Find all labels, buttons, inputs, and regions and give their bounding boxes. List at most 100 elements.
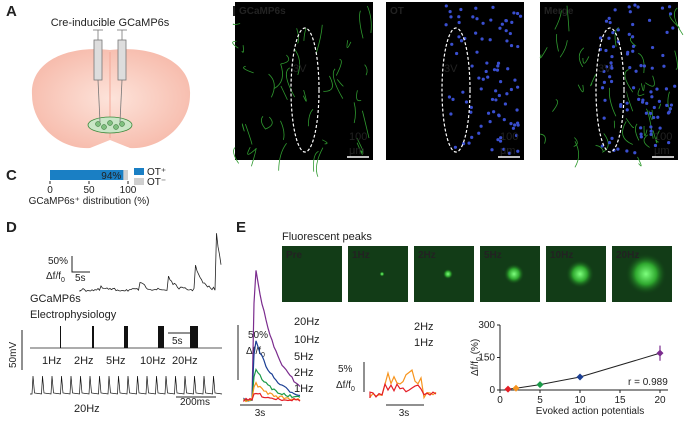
cell [502, 117, 506, 122]
cell [671, 26, 675, 30]
cell [665, 30, 669, 34]
panel-label: A [6, 3, 17, 20]
fiber [625, 118, 634, 128]
cell [661, 53, 665, 58]
fiber [539, 47, 548, 59]
cell [490, 97, 495, 102]
fiber [268, 73, 275, 98]
scale-value: 100 [500, 131, 518, 143]
cell [469, 105, 473, 110]
legend-swatch [134, 168, 144, 175]
cell [657, 99, 661, 103]
cell [448, 10, 452, 14]
cell [516, 85, 520, 89]
cell [516, 121, 520, 125]
tick-label: 20 [654, 395, 666, 406]
cell [662, 64, 666, 68]
cell [496, 138, 500, 142]
cell [608, 75, 612, 79]
cell [488, 120, 492, 124]
cell [631, 49, 635, 53]
cell [486, 75, 490, 79]
tick-label: 0 [489, 385, 495, 396]
cell [637, 97, 641, 101]
cell [633, 151, 637, 155]
cell [647, 18, 652, 22]
cell [491, 5, 495, 9]
trace-label: 2Hz [414, 321, 434, 333]
cell [639, 135, 643, 139]
cell [514, 133, 519, 138]
trace-label: GCaMP6s [30, 293, 81, 305]
image-label: OT [390, 6, 404, 17]
cell [492, 68, 497, 72]
fiber [260, 115, 266, 130]
trace-label: 20Hz [294, 316, 320, 328]
cell [447, 95, 452, 99]
cell [457, 35, 461, 39]
cell [645, 101, 649, 105]
panel-title: Cre-inducible GCaMP6s [51, 17, 170, 29]
cell [610, 54, 614, 59]
cell [484, 69, 488, 74]
fiber [241, 45, 244, 53]
cell [609, 61, 613, 65]
fiber [336, 79, 344, 87]
fiber [293, 48, 301, 76]
cell [602, 69, 606, 74]
cell [486, 111, 491, 115]
scale-label: Δf/f0 [246, 346, 265, 359]
fiber [540, 133, 546, 144]
fiber [241, 123, 245, 132]
axis-label: Δf/f0 (%) [470, 339, 483, 376]
cell [616, 147, 620, 151]
cell [658, 126, 662, 130]
cell [502, 147, 506, 151]
fiber [602, 133, 609, 153]
scale-label: 5s [172, 336, 183, 347]
cell [511, 126, 516, 130]
scale-unit: μm [349, 145, 365, 157]
axis-label: Evoked action potentials [536, 406, 644, 417]
cell [604, 48, 608, 53]
value-label: 94% [101, 171, 121, 182]
tick-label: 10 [574, 395, 586, 406]
cell [450, 42, 454, 46]
fiber [364, 64, 368, 76]
scale-bar [71, 256, 90, 273]
fiber [641, 83, 645, 91]
glow [379, 271, 385, 277]
fiber [554, 10, 562, 30]
point [512, 384, 520, 392]
scale-label: 50mV [8, 342, 19, 368]
annotation: r = 0.989 [628, 377, 668, 388]
frame-label: 20Hz [616, 250, 639, 261]
fiber [655, 130, 660, 143]
fiber [280, 85, 288, 100]
cell [628, 66, 632, 70]
fiber [245, 123, 253, 145]
cell [619, 103, 623, 107]
region-label: 3V [444, 63, 458, 75]
cell [611, 45, 616, 49]
region-label: 3V [598, 63, 612, 75]
scale-label: 50% [248, 330, 268, 341]
cell [600, 86, 605, 90]
ventricle-outline [595, 27, 625, 153]
tick-label: 150 [478, 353, 495, 364]
cell [510, 20, 514, 24]
stim-label: 10Hz [140, 355, 166, 367]
cell [669, 103, 674, 107]
cell [639, 132, 643, 136]
cell [481, 21, 485, 25]
fiber [624, 69, 634, 93]
legend: OT⁺ OT⁻ [134, 167, 166, 188]
cell [504, 29, 508, 33]
fiber [362, 110, 370, 139]
fiber [278, 143, 287, 171]
cell [474, 31, 478, 35]
cell [464, 100, 469, 104]
cell [598, 36, 603, 40]
cell [611, 31, 615, 35]
fiber [264, 116, 273, 130]
